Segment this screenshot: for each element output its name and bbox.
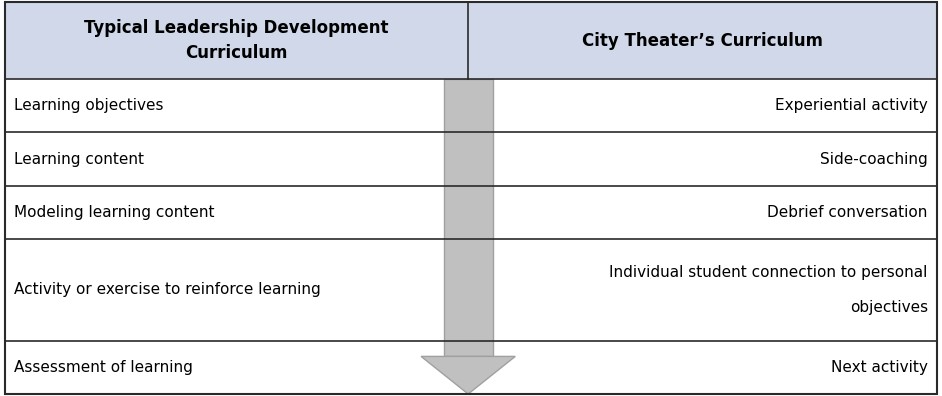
Text: Activity or exercise to reinforce learning: Activity or exercise to reinforce learni…	[14, 282, 321, 297]
Polygon shape	[421, 356, 515, 394]
Polygon shape	[444, 79, 493, 356]
Bar	[5, 239, 937, 341]
Text: Side-coaching: Side-coaching	[820, 152, 928, 167]
Text: Individual student connection to personal

objectives: Individual student connection to persona…	[609, 265, 928, 315]
Bar	[5, 341, 937, 394]
Bar	[5, 132, 937, 186]
Text: City Theater’s Curriculum: City Theater’s Curriculum	[582, 32, 823, 50]
Text: Typical Leadership Development
Curriculum: Typical Leadership Development Curriculu…	[84, 19, 389, 62]
Bar	[5, 79, 937, 132]
Text: Modeling learning content: Modeling learning content	[14, 205, 215, 220]
Text: Experiential activity: Experiential activity	[775, 98, 928, 113]
Text: Learning content: Learning content	[14, 152, 144, 167]
Text: Assessment of learning: Assessment of learning	[14, 360, 193, 375]
Text: Learning objectives: Learning objectives	[14, 98, 164, 113]
Bar	[5, 186, 937, 239]
Text: Debrief conversation: Debrief conversation	[768, 205, 928, 220]
Bar	[5, 2, 937, 79]
Text: Next activity: Next activity	[831, 360, 928, 375]
